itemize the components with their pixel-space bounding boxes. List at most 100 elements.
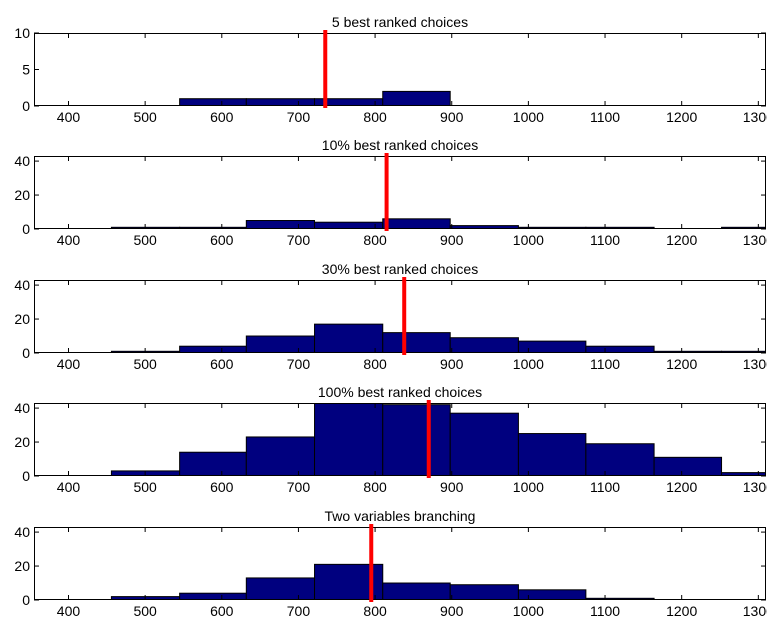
x-tick-label: 1100	[590, 356, 620, 372]
x-tick-label: 400	[57, 232, 81, 248]
panel-title: 30% best ranked choices	[322, 261, 478, 277]
x-tick-label: 800	[363, 109, 387, 125]
x-tick-label: 500	[133, 109, 157, 125]
x-tick-label: 900	[440, 356, 464, 372]
x-tick-label: 1000	[513, 479, 544, 495]
x-tick-label: 1200	[666, 109, 697, 125]
x-tick-label: 500	[133, 356, 157, 372]
histogram-bar	[382, 218, 451, 229]
x-tick-label: 1200	[666, 479, 697, 495]
x-tick-label: 1100	[590, 603, 620, 619]
axes-box	[34, 403, 766, 476]
x-tick-label: 500	[133, 232, 157, 248]
histogram-bar	[314, 221, 384, 229]
bar-group	[179, 90, 451, 106]
x-tick-label: 700	[287, 232, 311, 248]
x-tick-label: 600	[210, 356, 234, 372]
x-tick-label: 1200	[666, 356, 697, 372]
y-tick-label: 40	[14, 400, 30, 416]
histogram-bar	[517, 433, 587, 476]
histogram-bar	[245, 98, 316, 106]
histogram-bar	[179, 345, 247, 353]
plot-area	[34, 156, 766, 229]
histogram-bar	[245, 577, 316, 600]
y-tick-label: 40	[14, 524, 30, 540]
bar-group	[110, 403, 766, 476]
y-tick-label: 0	[22, 98, 30, 114]
histogram-bar	[179, 592, 247, 600]
histogram-bar	[179, 451, 247, 476]
histogram-bar	[179, 98, 247, 106]
y-tick-label: 40	[14, 153, 30, 169]
histogram-bar	[382, 90, 451, 106]
x-tick-label: 600	[210, 232, 234, 248]
y-tick-label: 20	[14, 434, 30, 450]
histogram-bar	[449, 412, 519, 476]
histogram-bar	[382, 582, 451, 600]
x-tick-label: 700	[287, 356, 311, 372]
y-tick-label: 5	[22, 62, 30, 78]
y-tick-label: 0	[22, 592, 30, 608]
histogram-bar	[382, 332, 451, 353]
x-tick-label: 800	[363, 232, 387, 248]
x-tick-label: 700	[287, 603, 311, 619]
histogram-bar	[314, 323, 384, 353]
x-tick-label: 1000	[513, 232, 544, 248]
histogram-bar	[449, 584, 519, 600]
panel-title: Two variables branching	[325, 508, 476, 524]
x-tick-label: 400	[57, 603, 81, 619]
y-tick-label: 0	[22, 345, 30, 361]
x-tick-label: 1200	[666, 603, 697, 619]
x-tick-label: 400	[57, 109, 81, 125]
histogram-bar	[245, 220, 316, 229]
y-tick-label: 40	[14, 277, 30, 293]
y-tick-label: 20	[14, 311, 30, 327]
x-tick-label: 900	[440, 232, 464, 248]
x-tick-label: 400	[57, 479, 81, 495]
x-tick-label: 700	[287, 109, 311, 125]
x-tick-label: 500	[133, 479, 157, 495]
y-tick-label: 0	[22, 468, 30, 484]
y-tick-label: 20	[14, 187, 30, 203]
axes-box	[34, 280, 766, 353]
x-tick-label: 1000	[513, 603, 544, 619]
histogram-bar	[585, 345, 655, 353]
x-tick-label: 700	[287, 479, 311, 495]
x-tick-label: 500	[133, 603, 157, 619]
x-tick-label: 800	[363, 603, 387, 619]
axes-box	[34, 527, 766, 600]
x-tick-label: 1100	[590, 232, 620, 248]
x-tick-label: 600	[210, 479, 234, 495]
x-tick-label: 400	[57, 356, 81, 372]
x-tick-label: 1100	[590, 109, 620, 125]
y-tick-label: 10	[14, 25, 30, 41]
panel-title: 10% best ranked choices	[322, 137, 478, 153]
x-tick-label: 1000	[513, 109, 544, 125]
histogram-bar	[585, 443, 655, 476]
histogram-bar	[245, 335, 316, 353]
histogram-bar	[245, 436, 316, 476]
x-tick-label: 1100	[590, 479, 620, 495]
panel-title: 100% best ranked choices	[318, 384, 482, 400]
histogram-bar	[653, 456, 723, 476]
panel-title: 5 best ranked choices	[332, 14, 468, 30]
histogram-bar	[449, 337, 519, 353]
y-tick-label: 20	[14, 558, 30, 574]
histogram-bar	[382, 404, 451, 476]
x-tick-label: 800	[363, 356, 387, 372]
x-tick-label: 900	[440, 479, 464, 495]
histogram-bar	[314, 403, 384, 476]
x-tick-label: 900	[440, 603, 464, 619]
